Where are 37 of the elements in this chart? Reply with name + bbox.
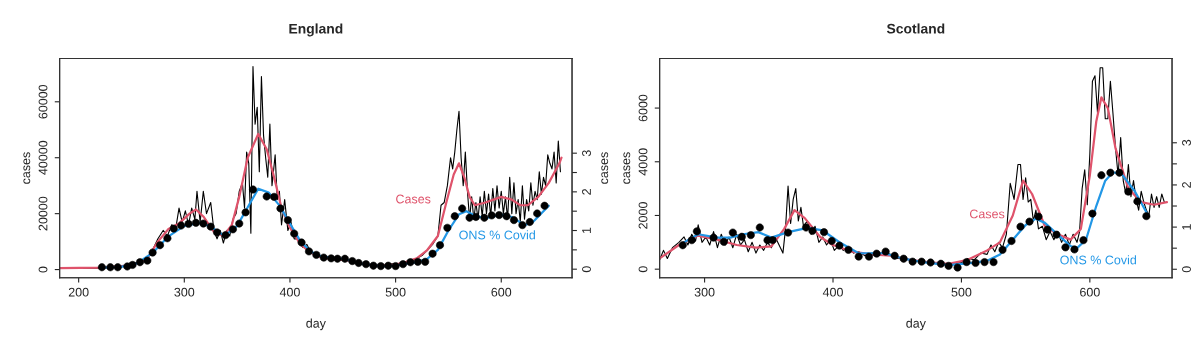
y-tick-label: 40000 bbox=[38, 140, 48, 175]
y2-tick-label: 3 bbox=[582, 150, 591, 157]
y-tick-label: 2000 bbox=[638, 202, 648, 229]
annotation: Cases bbox=[969, 209, 1005, 219]
y-axis-title: cases bbox=[23, 152, 31, 184]
y-tick-label: 0 bbox=[38, 266, 48, 273]
annotation: ONS % Covid bbox=[1060, 255, 1136, 265]
y2-tick-label: 2 bbox=[582, 189, 591, 195]
y2-tick-label: 2 bbox=[1182, 182, 1191, 188]
y2-axis-title: cases bbox=[601, 152, 609, 184]
y-axis-title: cases bbox=[623, 152, 631, 184]
x-tick-label: 300 bbox=[694, 287, 715, 297]
y2-tick-label: 0 bbox=[582, 266, 591, 273]
line-series bbox=[59, 132, 563, 270]
y-tick-label: 0 bbox=[638, 266, 648, 273]
x-axis-title: day bbox=[906, 318, 926, 331]
x-tick-label: 600 bbox=[1080, 287, 1100, 297]
x-axis-title: day bbox=[306, 318, 326, 331]
y2-tick-label: 0 bbox=[1182, 266, 1191, 273]
chart-title: England bbox=[289, 23, 343, 37]
annotation: Cases bbox=[396, 194, 431, 204]
x-tick-label: 500 bbox=[951, 287, 972, 297]
x-tick-label: 400 bbox=[279, 287, 300, 297]
x-tick-label: 500 bbox=[385, 287, 406, 297]
chart-title: Scotland bbox=[886, 23, 945, 34]
y2-tick-label: 3 bbox=[1182, 139, 1191, 146]
y-tick-label: 4000 bbox=[638, 148, 648, 176]
x-tick-label: 600 bbox=[491, 287, 512, 297]
x-tick-label: 400 bbox=[822, 287, 843, 297]
y-tick-label: 60000 bbox=[38, 84, 48, 119]
annotation: ONS % Covid bbox=[459, 230, 535, 240]
x-tick-label: 200 bbox=[68, 287, 89, 297]
y-tick-label: 6000 bbox=[638, 94, 648, 122]
x-tick-label: 300 bbox=[174, 287, 195, 297]
y2-tick-label: 1 bbox=[1182, 224, 1191, 230]
y-tick-label: 20000 bbox=[38, 196, 48, 231]
y2-tick-label: 1 bbox=[582, 227, 591, 234]
